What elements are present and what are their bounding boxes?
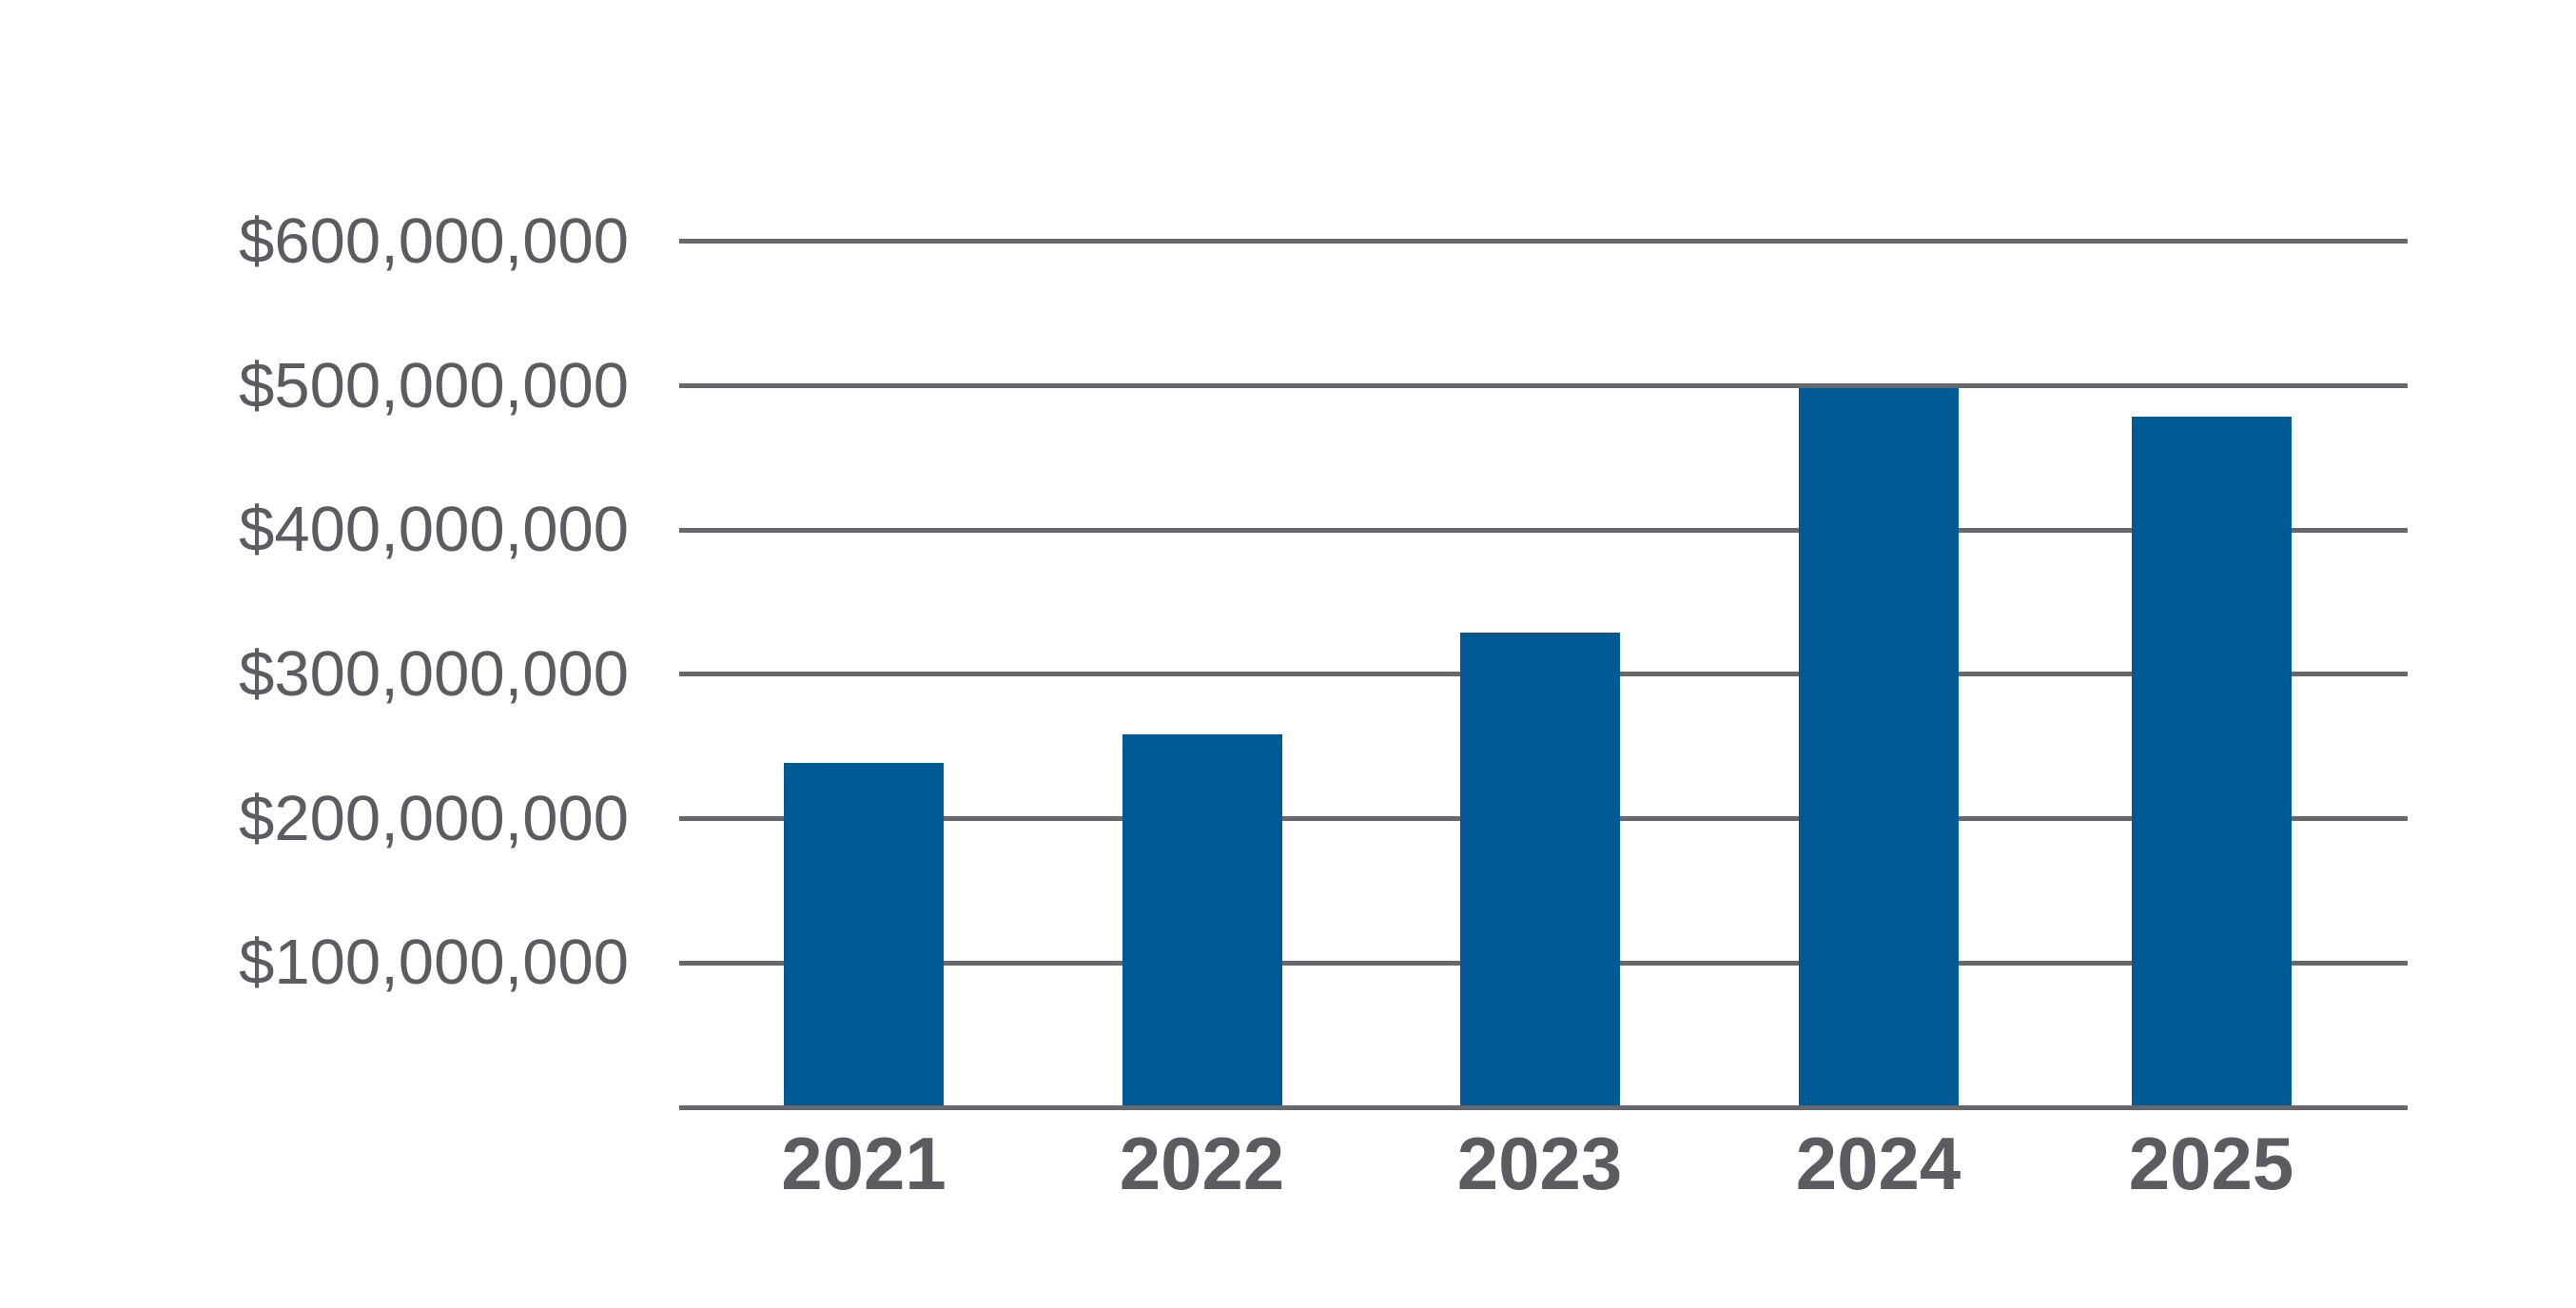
bar-2023 [1459,633,1620,1109]
y-axis-tick-label: $100,000,000 [239,927,629,999]
x-axis-category-label: 2022 [1119,1122,1285,1205]
x-axis-line [679,1104,2408,1110]
y-axis-tick-label: $300,000,000 [239,637,629,710]
x-axis-category-label: 2023 [1456,1122,1623,1205]
x-axis-category-label: 2025 [2128,1122,2294,1205]
y-axis-tick-label: $200,000,000 [239,782,629,854]
bar-2025 [2131,416,2292,1109]
y-axis-tick-label: $400,000,000 [239,494,629,566]
gridline-$400,000,000 [679,527,2408,533]
bar-2024 [1798,387,1959,1109]
x-axis-category-label: 2024 [1795,1122,1961,1205]
x-axis-category-label: 2021 [781,1122,946,1205]
bar-2022 [1122,733,1282,1109]
bar-2021 [784,762,944,1109]
y-axis-tick-label: $600,000,000 [239,205,629,277]
gridline-$500,000,000 [679,383,2408,388]
gridline-$600,000,000 [679,239,2408,244]
y-axis-tick-label: $500,000,000 [239,349,629,421]
